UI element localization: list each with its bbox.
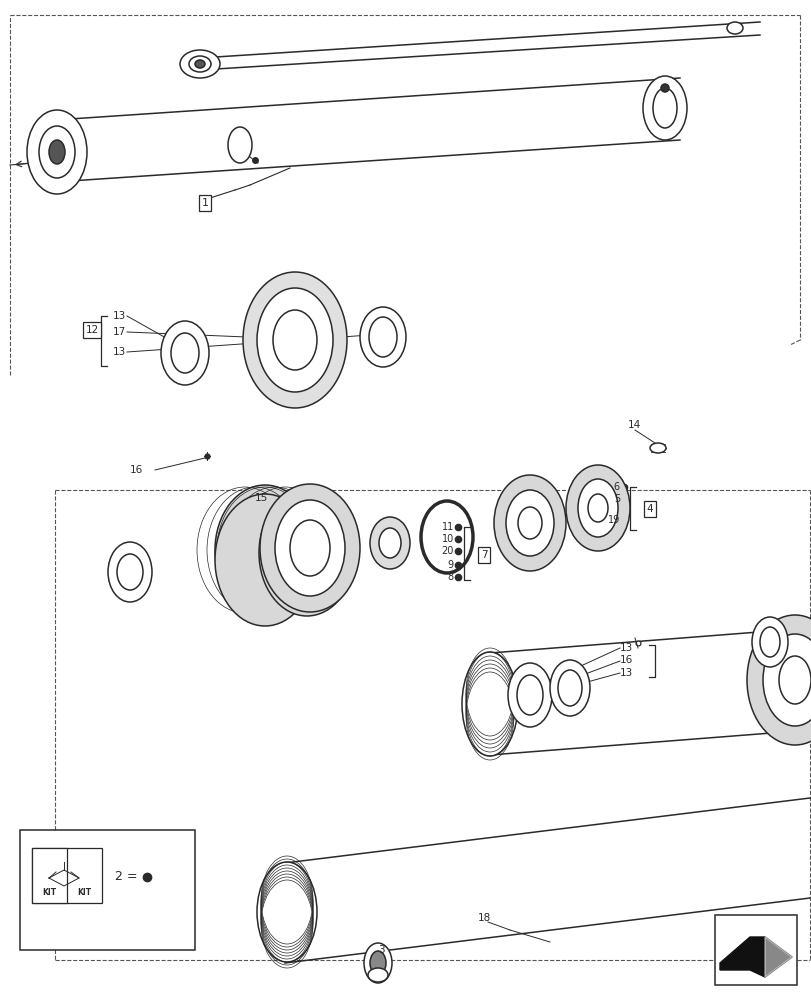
Ellipse shape: [161, 321, 208, 385]
Ellipse shape: [228, 127, 251, 163]
Ellipse shape: [229, 500, 301, 600]
Ellipse shape: [195, 60, 204, 68]
Ellipse shape: [660, 84, 668, 92]
Ellipse shape: [652, 88, 676, 128]
Text: 9: 9: [448, 560, 453, 570]
Ellipse shape: [577, 479, 617, 537]
Ellipse shape: [359, 307, 406, 367]
Text: 19: 19: [607, 515, 620, 525]
Text: 13: 13: [620, 643, 633, 653]
Text: 6: 6: [613, 482, 620, 492]
Ellipse shape: [260, 484, 359, 612]
Ellipse shape: [259, 490, 354, 616]
Ellipse shape: [257, 862, 316, 962]
Ellipse shape: [370, 517, 410, 569]
Text: 16: 16: [620, 655, 633, 665]
Ellipse shape: [257, 288, 333, 392]
Text: 7: 7: [480, 550, 487, 560]
Bar: [20, 830, 195, 950]
Text: KIT: KIT: [42, 888, 56, 897]
Ellipse shape: [49, 140, 65, 164]
Ellipse shape: [27, 110, 87, 194]
Text: 4: 4: [646, 504, 653, 514]
Ellipse shape: [39, 126, 75, 178]
Ellipse shape: [108, 542, 152, 602]
Ellipse shape: [368, 317, 397, 357]
Ellipse shape: [290, 520, 329, 576]
Ellipse shape: [565, 465, 629, 551]
Ellipse shape: [171, 333, 199, 373]
Bar: [32, 848, 102, 903]
Bar: [714, 915, 796, 985]
Text: 3: 3: [378, 945, 384, 955]
Ellipse shape: [726, 22, 742, 34]
Text: 13: 13: [113, 311, 126, 321]
Ellipse shape: [242, 272, 346, 408]
Ellipse shape: [505, 490, 553, 556]
Ellipse shape: [180, 50, 220, 78]
Ellipse shape: [759, 627, 779, 657]
Polygon shape: [719, 937, 791, 977]
Ellipse shape: [549, 660, 590, 716]
Text: 8: 8: [448, 572, 453, 582]
Ellipse shape: [493, 475, 565, 571]
Text: 15: 15: [255, 493, 268, 503]
Text: 18: 18: [478, 913, 491, 923]
Ellipse shape: [367, 968, 388, 982]
Text: 14: 14: [627, 420, 641, 430]
Ellipse shape: [117, 554, 143, 590]
Ellipse shape: [275, 500, 345, 596]
Ellipse shape: [649, 443, 665, 453]
Polygon shape: [764, 937, 791, 977]
Text: 17: 17: [113, 327, 126, 337]
Ellipse shape: [762, 634, 811, 726]
Text: 16: 16: [130, 465, 143, 475]
Ellipse shape: [746, 615, 811, 745]
Ellipse shape: [272, 310, 316, 370]
Ellipse shape: [508, 663, 551, 727]
Ellipse shape: [379, 528, 401, 558]
Bar: [32, 848, 67, 903]
Ellipse shape: [189, 56, 211, 72]
Text: 13: 13: [620, 668, 633, 678]
Text: 10: 10: [441, 534, 453, 544]
Ellipse shape: [363, 943, 392, 983]
Text: 11: 11: [441, 522, 453, 532]
Ellipse shape: [778, 656, 810, 704]
Text: 1: 1: [201, 198, 208, 208]
Ellipse shape: [215, 494, 315, 626]
Text: 2 =: 2 =: [115, 870, 141, 883]
Text: 12: 12: [85, 325, 98, 335]
Text: 20: 20: [441, 546, 453, 556]
Ellipse shape: [461, 652, 517, 756]
Text: KIT: KIT: [77, 888, 91, 897]
Text: 5: 5: [613, 494, 620, 504]
Text: 13: 13: [113, 347, 126, 357]
Ellipse shape: [751, 617, 787, 667]
Ellipse shape: [215, 485, 315, 615]
Ellipse shape: [370, 951, 385, 975]
Ellipse shape: [642, 76, 686, 140]
